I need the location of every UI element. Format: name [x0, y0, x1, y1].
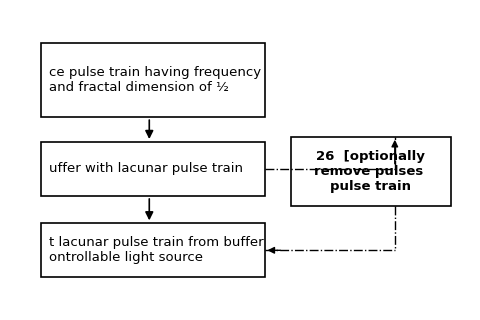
Text: t lacunar pulse train from buffer
ontrollable light source: t lacunar pulse train from buffer ontrol…: [49, 236, 264, 264]
FancyBboxPatch shape: [41, 142, 264, 196]
FancyBboxPatch shape: [41, 43, 264, 117]
Text: ce pulse train having frequency
and fractal dimension of ½: ce pulse train having frequency and frac…: [49, 66, 261, 94]
FancyBboxPatch shape: [41, 223, 264, 277]
Text: 26  [optionally
remove pulses 
pulse train: 26 [optionally remove pulses pulse train: [314, 150, 428, 193]
Text: uffer with lacunar pulse train: uffer with lacunar pulse train: [49, 163, 243, 175]
FancyBboxPatch shape: [290, 137, 451, 206]
